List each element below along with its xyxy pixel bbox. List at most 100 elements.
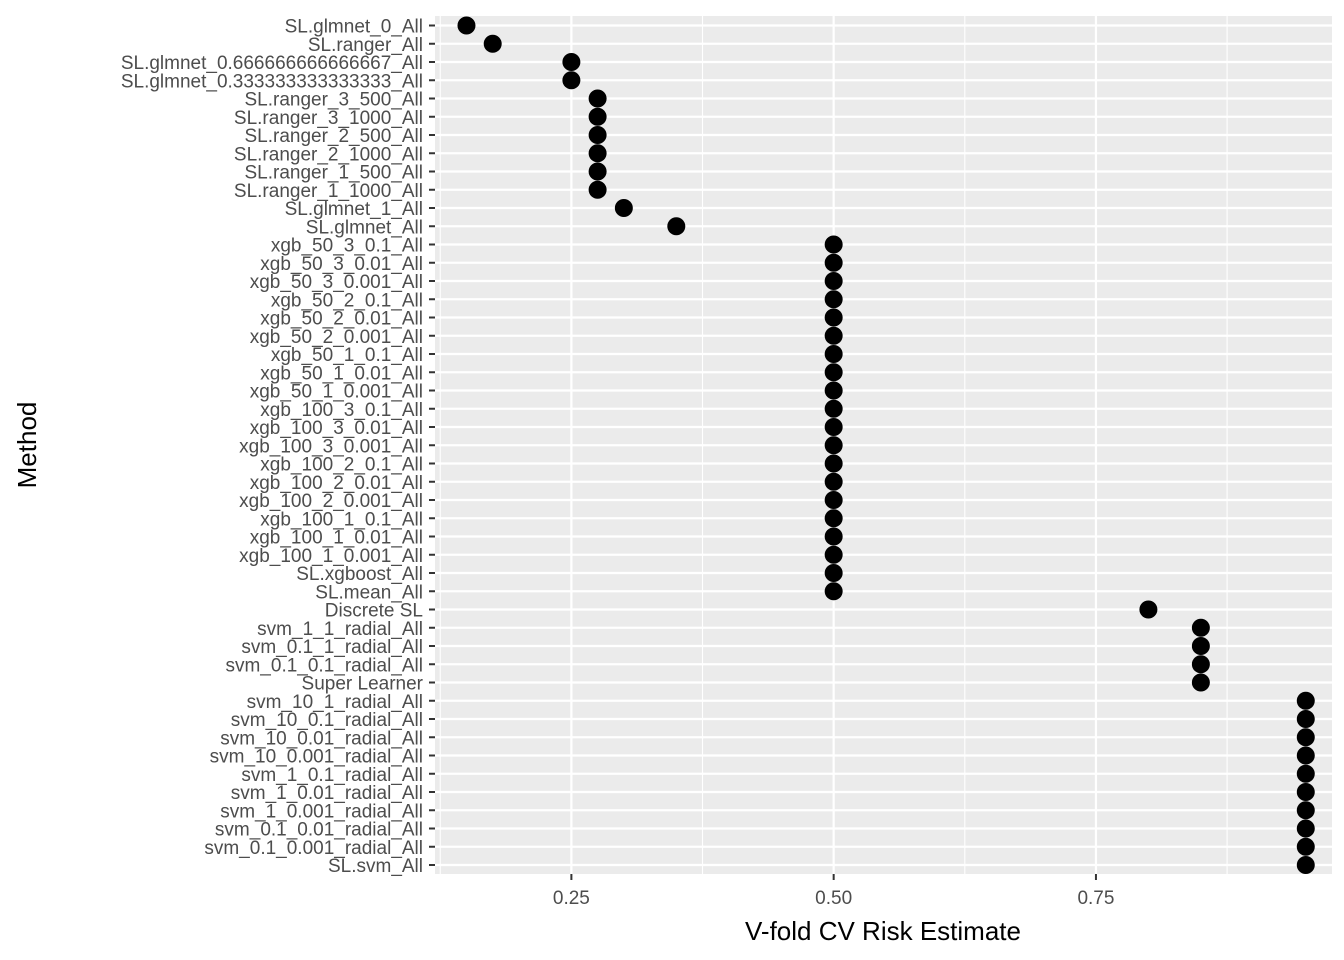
data-point [824, 491, 843, 509]
y-tick-label: SL.glmnet_0_All [285, 17, 423, 38]
data-point [824, 290, 843, 309]
data-point [824, 399, 843, 418]
y-tick-label: SL.glmnet_0.333333333333333_All [121, 71, 423, 92]
data-point [824, 527, 843, 546]
data-point [824, 472, 843, 491]
data-point [588, 107, 607, 126]
major-gridlines [435, 16, 1332, 874]
y-tick-label: xgb_100_1_0.01_All [250, 528, 423, 549]
y-tick-label: SL.glmnet_1_All [285, 199, 423, 220]
x-tick-label: 0.75 [1077, 888, 1114, 909]
data-point [824, 345, 843, 363]
data-point [824, 582, 843, 601]
data-point [562, 53, 581, 71]
data-points [457, 16, 1315, 874]
data-point [1191, 618, 1210, 637]
y-tick-label: svm_1_0.001_radial_All [220, 801, 423, 822]
data-point [824, 272, 843, 290]
y-tick-label: xgb_50_2_0.1_All [271, 290, 423, 311]
data-point [588, 89, 607, 108]
data-point [588, 126, 607, 144]
data-point [588, 144, 607, 163]
y-tick-label: SL.xgboost_All [296, 564, 423, 585]
data-point [824, 436, 843, 455]
data-point [588, 180, 607, 199]
y-tick-label: svm_10_0.001_radial_All [210, 747, 423, 768]
data-point [1296, 746, 1315, 765]
data-point [1296, 856, 1315, 874]
y-tick-label: xgb_100_1_0.1_All [260, 509, 423, 530]
y-tick-label: SL.ranger_2_1000_All [234, 144, 423, 165]
data-point [1191, 673, 1210, 692]
y-tick-label: SL.glmnet_All [306, 217, 423, 238]
y-tick-label: SL.ranger_3_500_All [244, 90, 423, 111]
y-axis-ticks: SL.glmnet_0_AllSL.ranger_AllSL.glmnet_0.… [121, 17, 435, 877]
x-axis-title: V-fold CV Risk Estimate [745, 916, 1021, 946]
y-tick-label: SL.mean_All [315, 582, 423, 603]
data-point [1296, 783, 1315, 801]
x-axis-ticks: 0.25 0.50 0.75 [553, 874, 1114, 909]
y-tick-label: SL.ranger_1_500_All [244, 163, 423, 184]
y-tick-label: SL.ranger_3_1000_All [234, 108, 423, 129]
y-tick-label: xgb_50_1_0.01_All [260, 363, 423, 384]
y-tick-label: xgb_50_1_0.1_All [271, 345, 423, 366]
y-tick-label: svm_0.1_1_radial_All [241, 637, 423, 658]
y-tick-label: xgb_100_2_0.1_All [260, 455, 423, 476]
data-point [614, 199, 633, 217]
data-point [1296, 710, 1315, 728]
data-point [1296, 837, 1315, 856]
data-point [1296, 801, 1315, 820]
y-tick-label: svm_1_1_radial_All [257, 619, 423, 640]
data-point [1139, 600, 1158, 619]
data-point [457, 16, 476, 35]
y-tick-label: xgb_50_1_0.001_All [250, 382, 423, 403]
y-tick-label: svm_0.1_0.001_radial_All [204, 838, 423, 859]
data-point [824, 326, 843, 345]
y-tick-label: svm_0.1_0.1_radial_All [225, 655, 423, 676]
y-tick-label: xgb_100_3_0.001_All [239, 436, 423, 457]
y-tick-label: xgb_50_2_0.01_All [260, 309, 423, 330]
y-tick-label: svm_1_0.1_radial_All [241, 765, 423, 786]
x-tick-label: 0.50 [815, 888, 852, 909]
data-point [1191, 655, 1210, 674]
y-tick-label: svm_1_0.01_radial_All [231, 783, 423, 804]
y-tick-label: SL.ranger_All [308, 35, 423, 56]
data-point [562, 71, 581, 90]
y-tick-label: xgb_50_2_0.001_All [250, 327, 423, 348]
data-point [1296, 764, 1315, 783]
data-point [824, 308, 843, 327]
y-tick-label: svm_10_0.1_radial_All [231, 710, 423, 731]
data-point [824, 418, 843, 436]
data-point [1296, 691, 1315, 710]
data-point [483, 34, 502, 53]
data-point [824, 381, 843, 400]
data-point [824, 363, 843, 382]
y-tick-label: SL.glmnet_0.666666666666667_All [121, 53, 423, 74]
y-tick-label: SL.svm_All [328, 856, 423, 877]
y-tick-label: xgb_50_3_0.1_All [271, 236, 423, 257]
x-tick-label: 0.25 [553, 888, 590, 909]
data-point [824, 564, 843, 582]
y-tick-label: svm_10_1_radial_All [247, 692, 423, 713]
y-tick-label: SL.ranger_1_1000_All [234, 181, 423, 202]
y-tick-label: xgb_100_2_0.01_All [250, 473, 423, 494]
data-point [824, 253, 843, 272]
data-point [824, 235, 843, 254]
y-tick-label: svm_0.1_0.01_radial_All [215, 820, 423, 841]
y-tick-label: svm_10_0.01_radial_All [220, 728, 423, 749]
data-point [1296, 819, 1315, 838]
y-tick-label: xgb_50_3_0.001_All [250, 272, 423, 293]
y-tick-label: xgb_50_3_0.01_All [260, 254, 423, 275]
y-tick-label: xgb_100_3_0.1_All [260, 400, 423, 421]
y-axis-title: Method [12, 402, 42, 489]
y-tick-label: xgb_100_2_0.001_All [239, 491, 423, 512]
data-point [824, 454, 843, 473]
y-tick-label: xgb_100_1_0.001_All [239, 546, 423, 567]
data-point [1191, 637, 1210, 655]
data-point [824, 509, 843, 528]
data-point [588, 162, 607, 181]
data-point [667, 217, 686, 236]
data-point [824, 545, 843, 564]
y-tick-label: SL.ranger_2_500_All [244, 126, 423, 147]
